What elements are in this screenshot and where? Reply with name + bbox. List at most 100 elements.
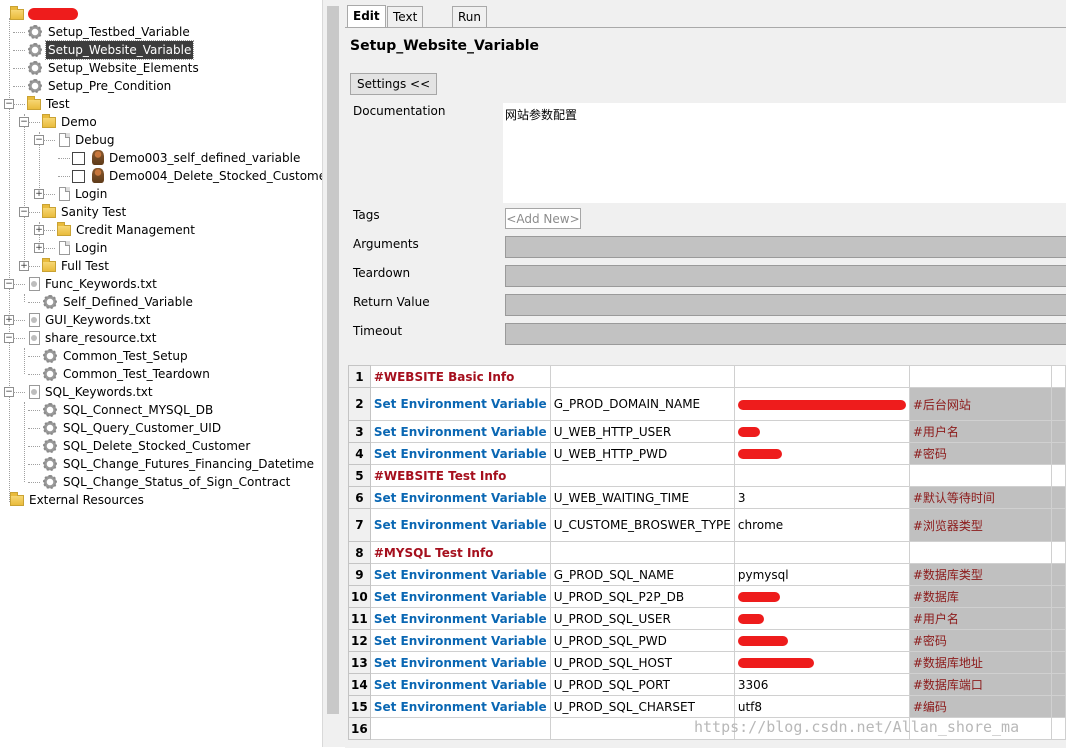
tree-item-n10[interactable]: Login [57,185,109,203]
tree-item-n3[interactable]: Setup_Website_Elements [27,59,201,77]
timeout-field[interactable] [505,323,1066,345]
teardown-field[interactable] [505,265,1066,287]
tab-edit[interactable]: Edit [347,5,386,27]
row-number[interactable]: 6 [348,486,371,509]
keyword-cell[interactable]: Set Environment Variable [369,563,551,586]
variable-name-cell[interactable] [549,464,735,487]
section-comment-cell[interactable]: #WEBSITE Test Info [369,464,551,487]
row-number[interactable]: 15 [348,695,371,718]
row-number[interactable]: 2 [348,387,371,421]
row-number[interactable]: 16 [348,717,371,740]
comment-cell[interactable]: #密码 [908,629,1052,652]
keyword-cell[interactable]: Set Environment Variable [369,420,551,443]
grid-cell[interactable] [1050,365,1066,388]
tree-item-n27[interactable]: External Resources [10,491,146,509]
tree-item-n18[interactable]: share_resource.txt [27,329,159,347]
tree-item-n24[interactable]: SQL_Delete_Stocked_Customer [42,437,252,455]
tree-item-n25[interactable]: SQL_Change_Futures_Financing_Datetime [42,455,316,473]
variable-value-cell[interactable] [733,365,910,388]
variable-name-cell[interactable]: U_WEB_HTTP_USER [549,420,735,443]
grid-cell[interactable] [369,717,551,740]
variable-value-cell[interactable]: pymysql [733,563,910,586]
variable-value-cell[interactable] [733,629,910,652]
comment-cell[interactable]: #数据库端口 [908,673,1052,696]
keyword-cell[interactable]: Set Environment Variable [369,585,551,608]
grid-cell[interactable] [1050,651,1066,674]
row-number[interactable]: 12 [348,629,371,652]
tree-item-n14[interactable]: Full Test [42,257,111,275]
tree-item-n15[interactable]: Func_Keywords.txt [27,275,159,293]
row-number[interactable]: 14 [348,673,371,696]
row-number[interactable]: 13 [348,651,371,674]
comment-cell[interactable]: #密码 [908,442,1052,465]
tree-item-n17[interactable]: GUI_Keywords.txt [27,311,152,329]
comment-cell[interactable]: #默认等待时间 [908,486,1052,509]
grid-cell[interactable] [908,365,1052,388]
tree-item-n5[interactable]: Test [27,95,72,113]
tree-item-n19[interactable]: Common_Test_Setup [42,347,190,365]
tree-item-n20[interactable]: Common_Test_Teardown [42,365,212,383]
grid-cell[interactable] [1050,387,1066,421]
tree-item-n7[interactable]: Debug [57,131,116,149]
grid-cell[interactable] [1050,673,1066,696]
test-case-checkbox[interactable] [72,152,85,165]
keyword-cell[interactable]: Set Environment Variable [369,387,551,421]
add-tag-button[interactable]: <Add New> [505,208,581,229]
tree-item-n12[interactable]: Credit Management [57,221,197,239]
tree-item-n6[interactable]: Demo [42,113,99,131]
comment-cell[interactable]: #数据库地址 [908,651,1052,674]
keyword-cell[interactable]: Set Environment Variable [369,486,551,509]
return-value-field[interactable] [505,294,1066,316]
variable-name-cell[interactable]: G_PROD_DOMAIN_NAME [549,387,735,421]
grid-cell[interactable] [1050,585,1066,608]
row-number[interactable]: 10 [348,585,371,608]
variable-name-cell[interactable]: G_PROD_SQL_NAME [549,563,735,586]
panel-splitter[interactable] [322,0,343,747]
section-comment-cell[interactable]: #WEBSITE Basic Info [369,365,551,388]
variable-name-cell[interactable]: U_PROD_SQL_P2P_DB [549,585,735,608]
keyword-cell[interactable]: Set Environment Variable [369,607,551,630]
variable-value-cell[interactable] [733,464,910,487]
variable-name-cell[interactable] [549,541,735,564]
variable-name-cell[interactable] [549,717,735,740]
tree-scrollbar[interactable] [327,6,339,714]
variable-value-cell[interactable]: 3306 [733,673,910,696]
row-number[interactable]: 4 [348,442,371,465]
variable-value-cell[interactable] [733,585,910,608]
variable-value-cell[interactable]: 3 [733,486,910,509]
variable-name-cell[interactable]: U_PROD_SQL_PORT [549,673,735,696]
documentation-field[interactable]: 网站参数配置 [503,103,1066,203]
settings-toggle-button[interactable]: Settings << [350,73,438,95]
tree-item-n4[interactable]: Setup_Pre_Condition [27,77,173,95]
test-suite-tree[interactable]: Setup_Testbed_Variable Setup_Website_Vari… [0,0,322,747]
comment-cell[interactable]: #数据库 [908,585,1052,608]
variable-value-cell[interactable] [733,717,910,740]
tree-item-n16[interactable]: Self_Defined_Variable [42,293,195,311]
tree-item-n1[interactable]: Setup_Testbed_Variable [27,23,192,41]
tree-item-n8[interactable]: Demo003_self_defined_variable [72,149,302,167]
variable-value-cell[interactable] [733,442,910,465]
comment-cell[interactable]: #数据库类型 [908,563,1052,586]
variable-name-cell[interactable]: U_PROD_SQL_PWD [549,629,735,652]
tree-item-n23[interactable]: SQL_Query_Customer_UID [42,419,223,437]
variable-value-cell[interactable] [733,651,910,674]
tree-item-n26[interactable]: SQL_Change_Status_of_Sign_Contract [42,473,292,491]
grid-cell[interactable] [1050,541,1066,564]
variable-value-cell[interactable]: chrome [733,508,910,542]
grid-cell[interactable] [1050,629,1066,652]
keyword-cell[interactable]: Set Environment Variable [369,651,551,674]
grid-cell[interactable] [1050,442,1066,465]
tab-text-edit[interactable]: Text Edit [387,6,424,44]
tree-item-n0[interactable] [10,5,31,23]
tree-item-n9[interactable]: Demo004_Delete_Stocked_Customer [72,167,322,185]
comment-cell[interactable]: #用户名 [908,420,1052,443]
tree-item-n13[interactable]: Login [57,239,109,257]
variable-name-cell[interactable]: U_WEB_WAITING_TIME [549,486,735,509]
tree-item-n2[interactable]: Setup_Website_Variable [27,40,195,60]
row-number[interactable]: 8 [348,541,371,564]
variable-value-cell[interactable] [733,607,910,630]
grid-cell[interactable] [1050,420,1066,443]
row-number[interactable]: 1 [348,365,371,388]
arguments-field[interactable] [505,236,1066,258]
variable-value-cell[interactable] [733,387,910,421]
